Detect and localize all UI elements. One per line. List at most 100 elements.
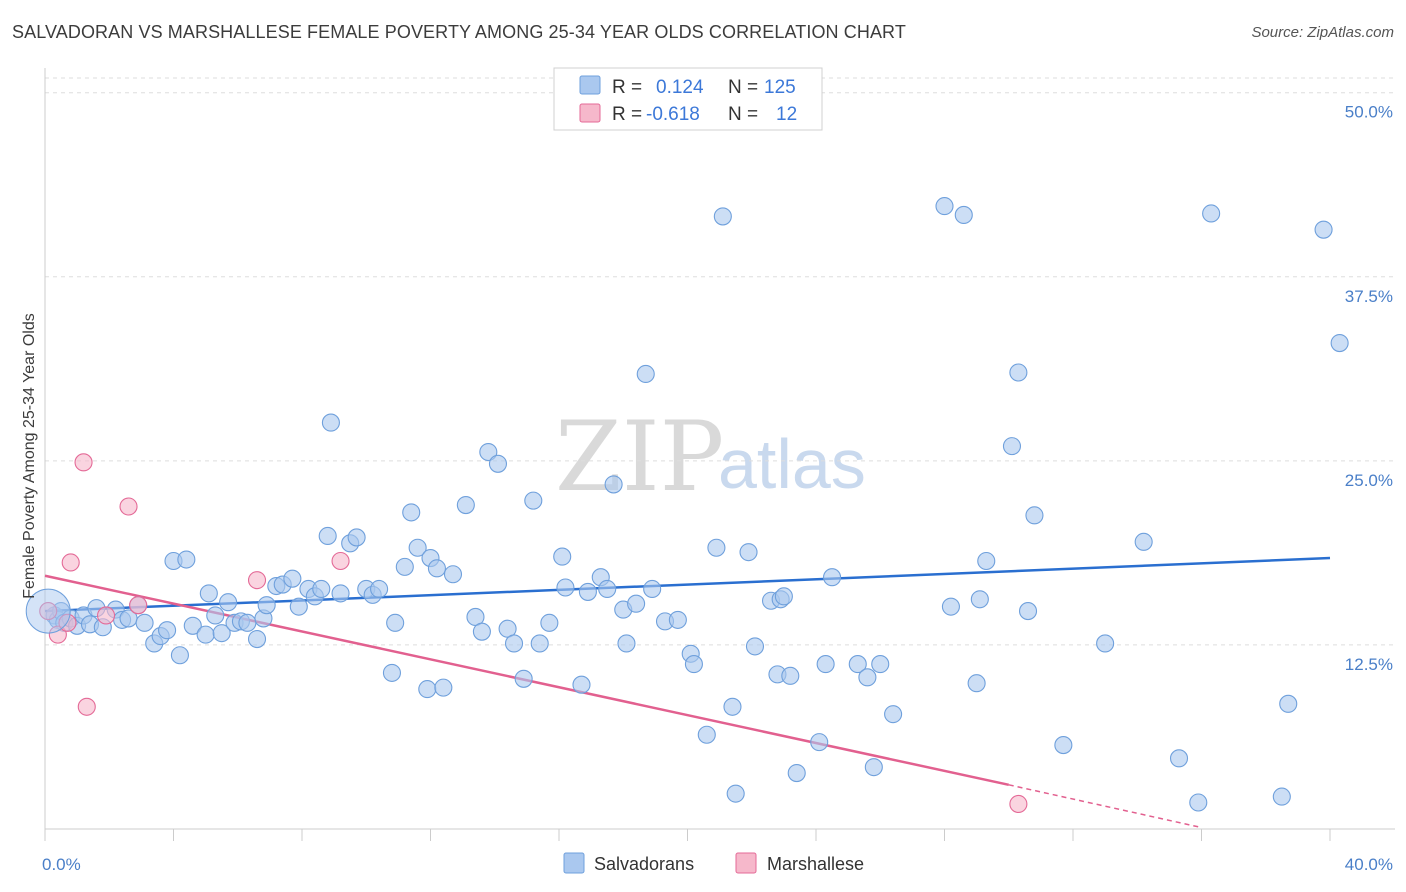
salvadoran-point <box>668 610 687 629</box>
salvadoran-point <box>199 584 218 603</box>
salvadoran-point <box>684 655 703 674</box>
salvadoran-point <box>604 475 623 494</box>
chart-title: SALVADORAN VS MARSHALLESE FEMALE POVERTY… <box>12 22 906 42</box>
salvadoran-point <box>196 625 215 644</box>
salvadoran-point <box>1169 749 1189 768</box>
salvadoran-point <box>219 593 238 612</box>
salvadoran-point <box>370 579 389 599</box>
legend-n-value-1: 125 <box>764 77 796 98</box>
salvadoran-point <box>514 669 533 688</box>
salvadoran-point <box>283 569 302 588</box>
salvadoran-point <box>472 622 491 641</box>
salvadoran-point <box>578 582 597 601</box>
salvadoran-point <box>1018 602 1038 621</box>
salvadoran-point <box>1279 694 1298 713</box>
salvadoran-point <box>183 616 202 635</box>
salvadoran-point <box>504 634 524 653</box>
salvadoran-point <box>1330 334 1349 353</box>
bottom-legend-swatch-salvadorans <box>563 852 585 874</box>
salvadoran-point <box>418 680 437 699</box>
salvadoran-point <box>331 584 350 603</box>
bottom-legend-swatch-marshallese <box>735 852 757 874</box>
salvadoran-point <box>556 578 575 597</box>
salvadoran-point <box>479 442 498 462</box>
salvadoran-point <box>935 197 954 216</box>
salvadoran-point <box>781 666 800 685</box>
marshallese-point <box>1009 794 1028 814</box>
gridlines <box>45 77 1395 646</box>
salvadoran-point <box>1009 363 1028 382</box>
legend-top: R = 0.124 N = 125 R = -0.618 N = 12 <box>553 67 823 131</box>
legend-n-value-2: 12 <box>776 104 797 125</box>
salvadoran-point <box>395 557 414 576</box>
salvadoran-point <box>598 579 617 599</box>
salvadoran-point <box>177 550 196 569</box>
source-label: Source: ZipAtlas.com <box>1251 24 1394 41</box>
salvadoran-point <box>386 613 405 632</box>
salvadoran-point <box>1054 736 1073 755</box>
salvadoran-point <box>488 454 508 473</box>
salvadoran-point <box>864 758 883 777</box>
watermark-atlas: atlas <box>718 425 866 503</box>
marshallese-point <box>247 571 267 590</box>
salvadoran-point <box>739 543 758 562</box>
marshallese-point <box>77 697 96 716</box>
salvadoran-point <box>723 697 742 716</box>
salvadoran-point <box>713 207 732 226</box>
marshallese-point <box>61 553 80 572</box>
salvadoran-point <box>1202 204 1221 223</box>
salvadoran-point <box>636 364 655 384</box>
salvadoran-cluster-point <box>25 588 71 634</box>
salvadoran-point <box>312 579 331 599</box>
legend-r-value-1: 0.124 <box>656 77 704 98</box>
marshallese-point <box>119 497 138 516</box>
salvadoran-point <box>858 668 877 687</box>
salvadoran-point <box>617 634 636 653</box>
salvadoran-point <box>524 491 543 510</box>
watermark-zip: ZIP <box>555 401 724 513</box>
salvadoran-point <box>1025 506 1044 525</box>
salvadoran-point <box>382 663 402 682</box>
salvadoran-point <box>572 675 591 694</box>
salvadoran-point <box>347 528 366 547</box>
salvadoran-point <box>206 606 225 625</box>
salvadoran-point <box>1314 220 1333 239</box>
salvadoran-point <box>212 624 231 643</box>
y-axis-label: Female Poverty Among 25-34 Year Olds <box>21 313 38 599</box>
salvadoran-point <box>408 538 427 557</box>
salvadoran-point <box>135 613 154 632</box>
salvadoran-point <box>443 565 463 584</box>
legend-r-label-2: R = <box>612 104 642 125</box>
salvadoran-point <box>1134 532 1153 551</box>
salvadoran-point <box>970 590 989 609</box>
x-tick-min: 0.0% <box>42 855 81 874</box>
salvadoran-point <box>1189 793 1208 812</box>
salvadoran-point <box>848 655 867 674</box>
marshallese-point <box>74 453 93 472</box>
salvadoran-point <box>1002 437 1022 456</box>
salvadoran-point <box>941 597 960 616</box>
legend-bottom: Salvadorans Marshallese <box>563 852 864 874</box>
legend-n-label-2: N = <box>728 104 758 125</box>
salvadoran-point <box>707 538 726 557</box>
marshallese-point <box>129 596 148 615</box>
salvadoran-point <box>434 678 453 697</box>
salvadoran-point <box>627 594 646 613</box>
salvadoran-trend-line <box>44 556 1331 613</box>
salvadoran-point <box>1272 787 1291 806</box>
salvadoran-point <box>456 495 475 515</box>
salvadoran-point <box>967 674 986 693</box>
salvadoran-point <box>954 205 973 224</box>
trend-lines <box>44 556 1331 829</box>
salvadoran-point <box>977 551 996 571</box>
bottom-legend-label-salvadorans: Salvadorans <box>594 854 694 874</box>
y-tick-label: 25.0% <box>1345 471 1393 490</box>
marshallese-point <box>331 551 350 571</box>
salvadoran-point <box>321 413 340 432</box>
salvadoran-point <box>816 655 835 674</box>
x-tick-max: 40.0% <box>1345 855 1393 874</box>
marshallese-trend-extension <box>1008 784 1202 829</box>
salvadoran-point <box>884 705 903 724</box>
salvadoran-point <box>238 613 257 632</box>
